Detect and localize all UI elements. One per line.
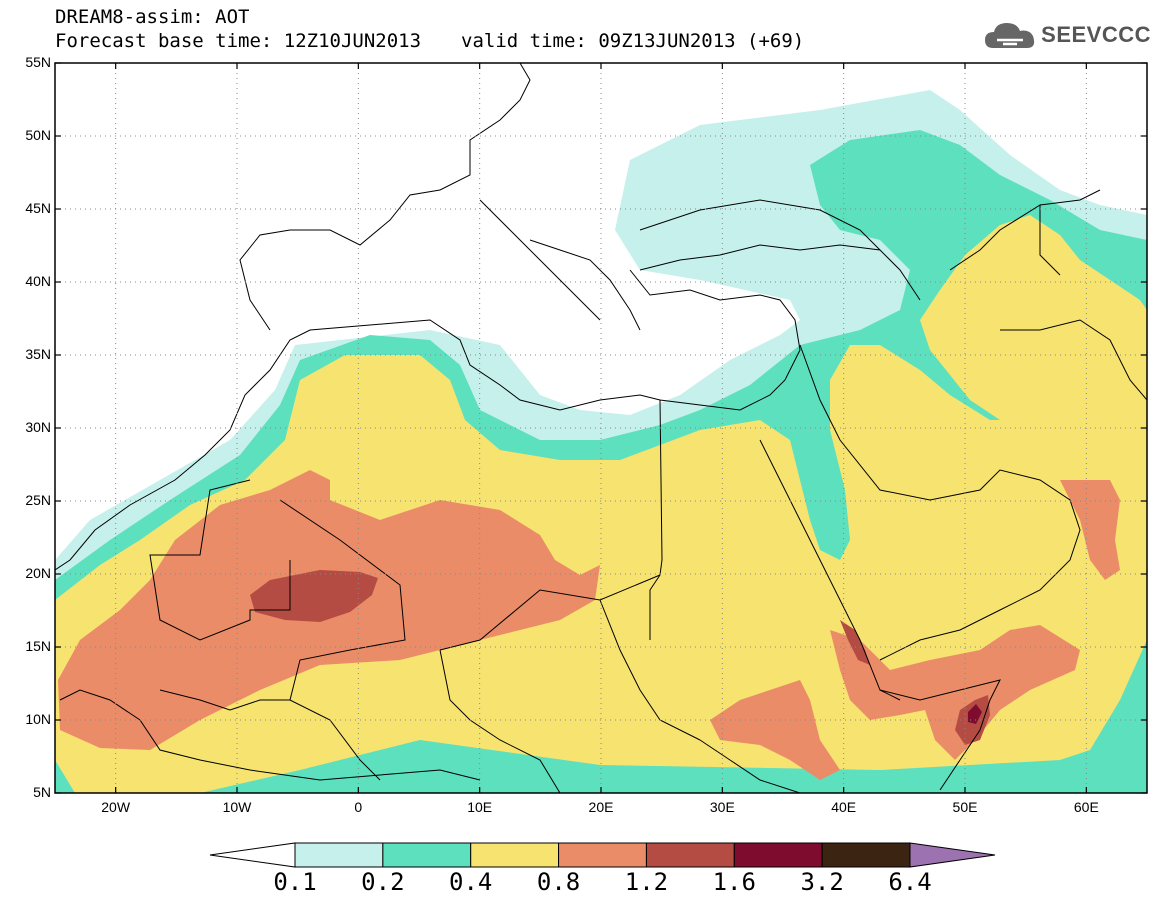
lat-label: 20N bbox=[25, 565, 51, 581]
colorbar-label: 0.1 bbox=[273, 868, 317, 896]
colorbar-label: 0.2 bbox=[361, 868, 405, 896]
axis-ticks bbox=[55, 62, 1147, 794]
base-time: Forecast base time: 12Z10JUN2013 bbox=[55, 30, 422, 52]
lon-label: 20W bbox=[101, 799, 131, 815]
lat-label: 10N bbox=[25, 711, 51, 727]
lat-label: 30N bbox=[25, 419, 51, 435]
colorbar-label: 0.4 bbox=[449, 868, 493, 896]
forecast-times: Forecast base time: 12Z10JUN2013 valid ti… bbox=[55, 30, 844, 52]
aot-contours bbox=[55, 90, 1147, 793]
lat-label: 50N bbox=[25, 127, 51, 143]
lon-label: 0 bbox=[354, 799, 363, 815]
colorbar-label: 3.2 bbox=[800, 868, 844, 896]
lon-label: 60E bbox=[1073, 799, 1099, 815]
grid-lines bbox=[55, 63, 1147, 793]
colorbar-label: 0.8 bbox=[536, 868, 581, 896]
lon-label: 30E bbox=[709, 799, 735, 815]
coastlines bbox=[55, 63, 1147, 793]
map-title: DREAM8-assim: AOT bbox=[55, 6, 250, 28]
lon-label: 50E bbox=[952, 799, 978, 815]
lat-label: 35N bbox=[25, 346, 51, 362]
colorbar-label: 1.2 bbox=[624, 868, 669, 896]
colorbar-label: 1.6 bbox=[712, 868, 756, 896]
lat-label: 40N bbox=[25, 273, 51, 289]
lat-label: 25N bbox=[25, 492, 51, 508]
seevccc-logo: SEEVCCC bbox=[983, 18, 1151, 52]
lon-label: 40E bbox=[831, 799, 857, 815]
lat-label: 55N bbox=[25, 54, 51, 70]
cloud-logo-icon bbox=[985, 23, 1035, 48]
lon-label: 20E bbox=[588, 799, 614, 815]
colorbar-label: 6.4 bbox=[888, 868, 932, 896]
logo-text: SEEVCCC bbox=[1041, 22, 1151, 47]
valid-time: valid time: 09Z13JUN2013 (+69) bbox=[461, 30, 805, 52]
lon-label: 10W bbox=[222, 799, 252, 815]
lat-label: 15N bbox=[25, 638, 51, 654]
lat-label: 45N bbox=[25, 200, 51, 216]
lat-label: 5N bbox=[33, 784, 51, 800]
lon-label: 10E bbox=[467, 799, 493, 815]
